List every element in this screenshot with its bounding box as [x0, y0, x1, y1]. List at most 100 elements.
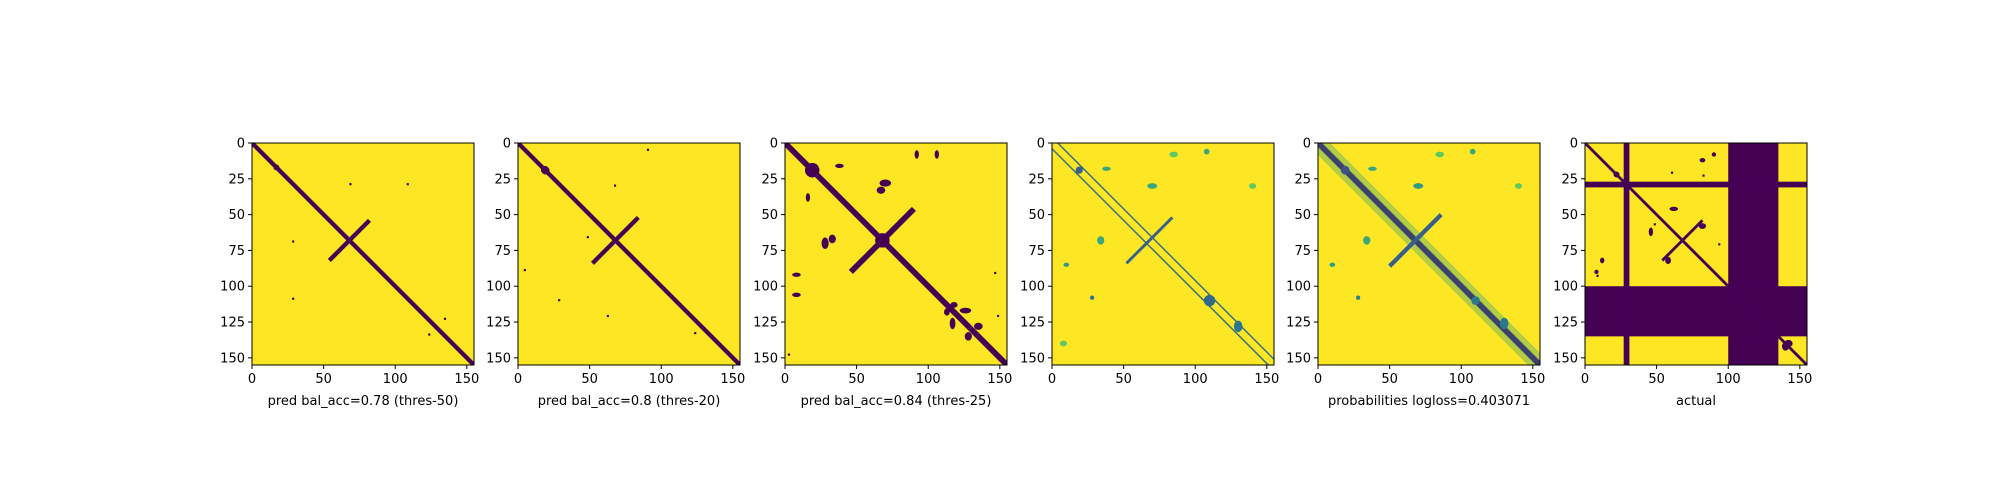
- heatmap-blob-mirror: [805, 193, 811, 202]
- heatmap-dot: [349, 183, 352, 186]
- heatmap-block: [1585, 286, 1807, 337]
- x-tick-label: 100: [1716, 372, 1741, 387]
- y-tick-label: 50: [494, 208, 511, 223]
- axes-frame: [251, 142, 475, 366]
- x-tick-label: 100: [1449, 372, 1474, 387]
- heatmap-cells: [785, 143, 1007, 365]
- heatmap-blob: [1329, 262, 1336, 267]
- heatmap-dot: [586, 236, 589, 239]
- heatmap-cells: [1585, 143, 1807, 365]
- heatmap-blob-mirror: [805, 163, 820, 178]
- x-tick-label: 0: [1581, 372, 1589, 387]
- y-tick-label: 75: [1561, 244, 1578, 259]
- heatmap-dot: [646, 148, 650, 151]
- heatmap-blob: [1355, 295, 1361, 300]
- y-tick-label: 75: [1028, 244, 1045, 259]
- x-axis-label: probabilities logloss=0.403071: [1328, 394, 1530, 409]
- heatmap-blob: [1233, 320, 1243, 333]
- heatmap-dot: [606, 314, 609, 318]
- heatmap-blob-mirror: [1648, 227, 1654, 237]
- heatmap-blob: [1059, 340, 1068, 347]
- heatmap-blob: [1075, 166, 1083, 174]
- heatmap-blob-mirror: [821, 237, 829, 249]
- y-tick-label: 100: [753, 280, 778, 295]
- heatmap-blob: [934, 150, 939, 159]
- heatmap-blob: [1669, 206, 1679, 212]
- y-tick-label: 150: [1020, 351, 1045, 366]
- x-tick-label: 150: [1520, 372, 1545, 387]
- heatmap-dot: [1653, 223, 1656, 226]
- x-tick-label: 100: [916, 372, 941, 387]
- y-tick-label: 25: [761, 172, 778, 187]
- y-tick-label: 100: [1286, 280, 1311, 295]
- heatmap-blob: [1203, 148, 1210, 155]
- x-tick-label: 50: [315, 372, 332, 387]
- heatmap-blob: [1435, 151, 1445, 158]
- heatmap-blob: [1089, 295, 1095, 300]
- heatmap-dot: [996, 314, 1000, 318]
- heatmap-diagonal-band: [1052, 147, 1269, 365]
- y-tick-label: 125: [1553, 316, 1578, 331]
- y-tick-label: 0: [1037, 137, 1045, 152]
- heatmap-blob-mirror: [273, 164, 280, 171]
- heatmap-blob-mirror: [964, 332, 972, 341]
- heatmap-cells: [1052, 143, 1274, 365]
- heatmap-blob-mirror: [1613, 171, 1620, 178]
- heatmap-blob: [1499, 317, 1509, 330]
- y-tick-label: 150: [486, 351, 511, 366]
- heatmap-dot: [694, 332, 697, 335]
- x-tick-label: 50: [1115, 372, 1132, 387]
- heatmap-block: [1623, 143, 1630, 365]
- heatmap-blob: [1147, 183, 1158, 189]
- y-tick-label: 125: [1020, 316, 1045, 331]
- heatmap-blob-mirror: [950, 301, 958, 308]
- heatmap-antidiagonal-band: [590, 215, 640, 265]
- x-axis-label: actual: [1676, 394, 1716, 409]
- heatmap-blob: [1169, 151, 1179, 158]
- heatmap-antidiagonal-band: [327, 218, 371, 262]
- y-tick-label: 125: [753, 316, 778, 331]
- heatmap-dot: [1702, 260, 1705, 263]
- heatmap-blob: [1368, 166, 1377, 171]
- heatmap-dot: [994, 271, 997, 275]
- heatmap-diagonal-band: [518, 143, 740, 365]
- axes-frame: [1051, 142, 1275, 366]
- heatmap-blob-mirror: [914, 150, 919, 159]
- heatmap-blob: [1363, 236, 1371, 245]
- y-tick-label: 25: [228, 172, 245, 187]
- y-tick-label: 100: [1553, 280, 1578, 295]
- y-tick-label: 150: [1286, 351, 1311, 366]
- heatmap-blob-mirror: [949, 317, 956, 330]
- heatmap-cells: [518, 143, 740, 365]
- heatmap-cells: [1318, 143, 1540, 365]
- heatmap-blob-mirror: [541, 165, 549, 175]
- heatmap-diagonal-band: [785, 143, 1007, 365]
- y-tick-label: 25: [1561, 172, 1578, 187]
- heatmap-blob-mirror: [1699, 158, 1706, 163]
- heatmap-blob: [1097, 236, 1105, 245]
- heatmap-blob: [828, 234, 836, 244]
- heatmap-diagonal-band: [1585, 143, 1807, 365]
- y-tick-label: 0: [503, 137, 511, 152]
- heatmap-dot: [558, 299, 561, 302]
- x-tick-label: 0: [1048, 372, 1056, 387]
- x-tick-label: 50: [1648, 372, 1665, 387]
- heatmap-dot: [443, 317, 447, 320]
- x-axis-label: pred bal_acc=0.84 (thres-25): [801, 394, 992, 409]
- x-tick-label: 150: [720, 372, 745, 387]
- heatmap-antidiagonal-band: [1661, 219, 1704, 262]
- heatmap-antidiagonal-band: [1388, 213, 1443, 268]
- y-tick-label: 75: [228, 244, 245, 259]
- heatmap-blob: [835, 163, 844, 169]
- heatmap-dot: [1702, 174, 1705, 177]
- y-tick-label: 150: [753, 351, 778, 366]
- x-tick-label: 0: [781, 372, 789, 387]
- axes-frame: [1317, 142, 1541, 366]
- heatmap-blob: [1340, 165, 1350, 175]
- heatmap-diagonal-band: [252, 143, 474, 365]
